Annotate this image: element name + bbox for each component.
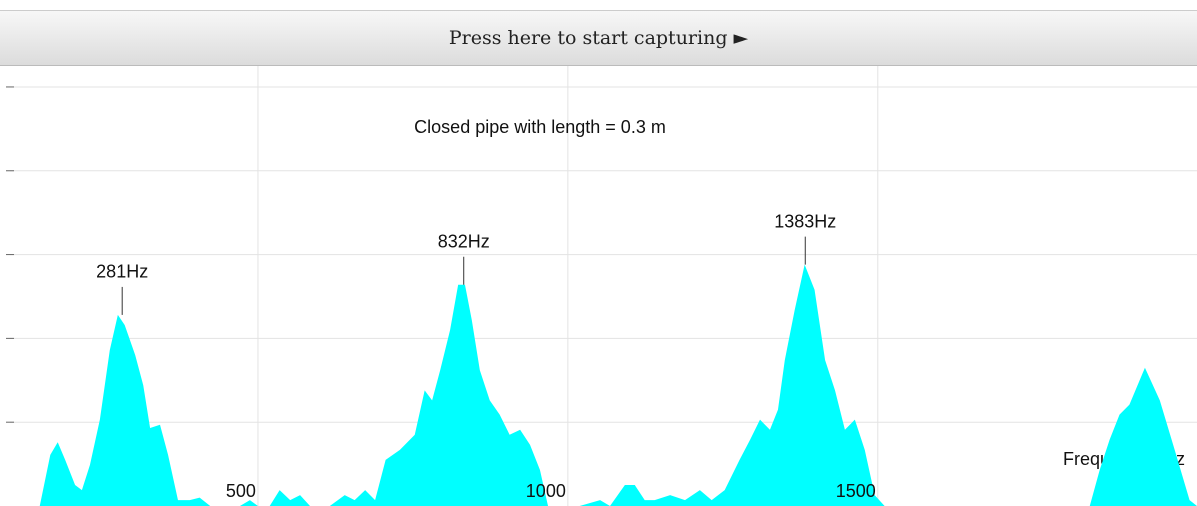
capture-button[interactable]: Press here to start capturing ► [0, 10, 1197, 66]
spectrum-area [10, 264, 1197, 506]
x-tick-label: 1000 [526, 481, 566, 501]
chart-title: Closed pipe with length = 0.3 m [414, 117, 666, 137]
x-tick-label: 500 [226, 481, 256, 501]
grid [10, 66, 1197, 506]
peak-label: 1383Hz [774, 211, 836, 231]
peak-label: 281Hz [96, 262, 148, 282]
peak-label: 832Hz [438, 231, 490, 251]
x-tick-label: 1500 [836, 481, 876, 501]
